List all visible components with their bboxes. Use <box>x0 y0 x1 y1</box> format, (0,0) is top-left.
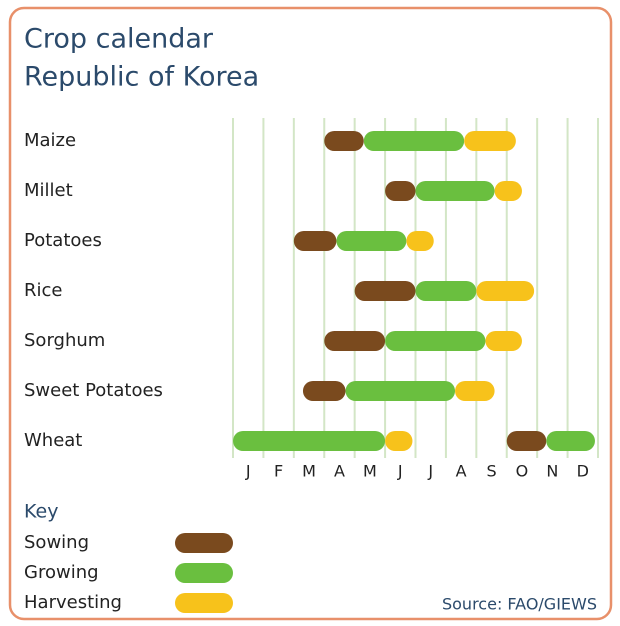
stage-bar <box>324 131 364 151</box>
x-tick-label: O <box>516 462 529 481</box>
x-tick-label: J <box>397 462 403 481</box>
stage-bar <box>345 381 456 401</box>
stage-bar <box>406 231 434 251</box>
stage-bar <box>494 181 522 201</box>
crop-label: Potatoes <box>24 230 102 251</box>
crop-label: Millet <box>24 180 73 201</box>
chart-subtitle: Republic of Korea <box>24 62 259 93</box>
stage-bar <box>464 131 516 151</box>
stage-bar <box>385 331 486 351</box>
stage-bar <box>324 331 386 351</box>
x-tick-label: N <box>546 462 558 481</box>
stage-bar <box>476 281 535 301</box>
stage-bar <box>485 331 522 351</box>
x-tick-label: J <box>245 462 251 481</box>
frame <box>8 6 613 621</box>
stage-bar <box>363 131 465 151</box>
stage-bar <box>302 381 346 401</box>
crop-label: Sorghum <box>24 330 105 351</box>
crop-label: Sweet Potatoes <box>24 380 163 401</box>
stage-bar <box>293 231 337 251</box>
stage-bar <box>336 231 407 251</box>
x-tick-label: S <box>486 462 496 481</box>
stage-bar <box>415 281 477 301</box>
legend-swatch <box>175 533 233 553</box>
source: Source: FAO/GIEWS <box>442 595 597 614</box>
x-tick-label: J <box>427 462 433 481</box>
legend-swatch <box>175 593 233 613</box>
crop-label: Wheat <box>24 430 82 451</box>
x-tick-label: M <box>363 462 377 481</box>
x-tick-label: A <box>334 462 345 481</box>
x-tick-label: A <box>456 462 467 481</box>
stage-bar <box>415 181 495 201</box>
crop-label: Maize <box>24 130 76 151</box>
stage-bar <box>546 431 595 451</box>
stage-bar <box>455 381 495 401</box>
stage-bar <box>506 431 547 451</box>
legend-label: Sowing <box>24 532 89 553</box>
x-tick-label: F <box>274 462 283 481</box>
x-tick-label: D <box>577 462 589 481</box>
legend-label: Growing <box>24 562 99 583</box>
legend-title: Key <box>24 501 58 523</box>
chart-title: Crop calendar <box>24 24 214 55</box>
legend-swatch <box>175 563 233 583</box>
stage-bar <box>385 181 416 201</box>
legend-label: Harvesting <box>24 592 122 613</box>
stage-bar <box>354 281 416 301</box>
stage-bar <box>385 431 413 451</box>
x-tick-label: M <box>302 462 316 481</box>
stage-bar <box>233 431 386 451</box>
crop-label: Rice <box>24 280 62 301</box>
